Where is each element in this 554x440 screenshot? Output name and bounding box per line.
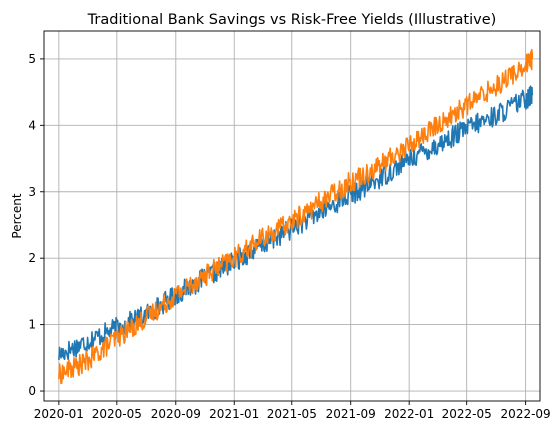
chart-title: Traditional Bank Savings vs Risk-Free Yi… xyxy=(87,12,497,28)
y-tick-label: 0 xyxy=(28,384,36,398)
y-tick-label: 1 xyxy=(28,318,36,332)
ticks: 2020-01 2020-05 2020-09 2021-01 2021-05 2021-… xyxy=(28,52,550,421)
y-tick-label: 3 xyxy=(28,185,36,199)
series-line-2 xyxy=(58,48,534,385)
x-tick-label: 2020-09 xyxy=(151,407,201,421)
series-line-1 xyxy=(58,85,534,361)
x-tick-label: 2022-01 xyxy=(384,407,434,421)
x-tick-label: 2021-01 xyxy=(209,407,259,421)
x-tick-label: 2021-09 xyxy=(326,407,376,421)
x-tick-label: 2020-05 xyxy=(92,407,142,421)
y-axis-label: Percent xyxy=(10,193,24,238)
grid xyxy=(44,31,540,401)
series-layer xyxy=(58,48,534,385)
x-tick-label: 2022-05 xyxy=(442,407,492,421)
y-tick-label: 2 xyxy=(28,251,36,265)
x-tick-label: 2020-01 xyxy=(34,407,84,421)
x-tick-label: 2021-05 xyxy=(267,407,317,421)
x-tick-label: 2022-09 xyxy=(501,407,551,421)
y-tick-label: 4 xyxy=(28,118,36,132)
y-tick-label: 5 xyxy=(28,52,36,66)
